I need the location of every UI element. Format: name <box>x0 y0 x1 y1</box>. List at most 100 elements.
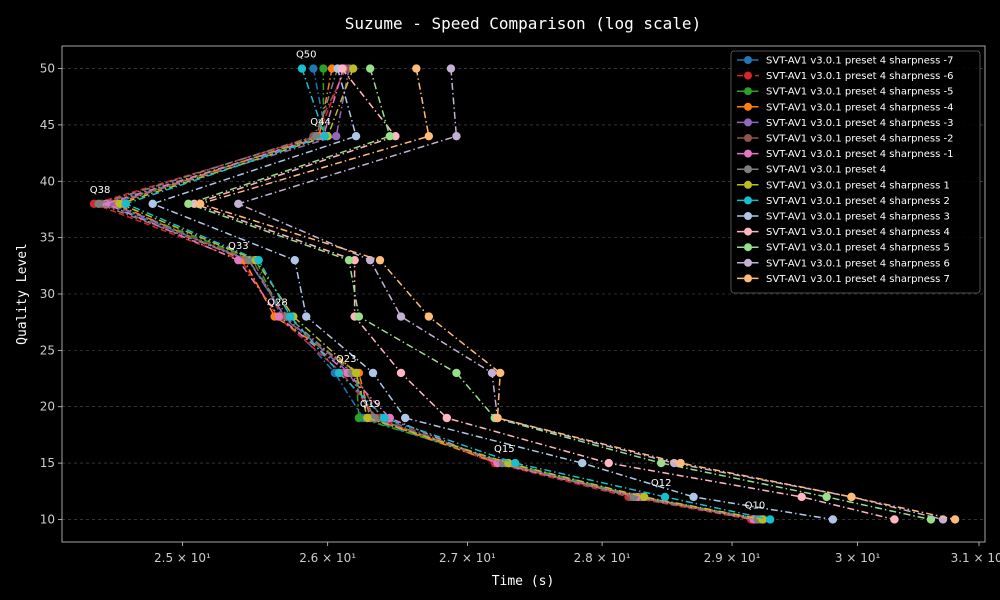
data-point <box>320 131 330 141</box>
quality-annotations: Q50 Q44 Q38 Q33 Q28 Q23 Q19 Q15 Q12 Q10 <box>90 50 766 512</box>
legend-label: SVT-AV1 v3.0.1 preset 4 sharpness -5 <box>766 87 953 98</box>
data-point <box>337 64 347 73</box>
data-point <box>354 413 364 423</box>
data-point <box>332 131 341 141</box>
data-point <box>365 255 375 265</box>
data-point <box>452 368 461 378</box>
series-line <box>236 68 944 521</box>
data-point <box>115 199 124 209</box>
data-point <box>847 492 856 502</box>
data-point <box>368 368 378 378</box>
data-point <box>496 368 505 378</box>
legend-label: SVT-AV1 v3.0.1 preset 4 sharpness -2 <box>766 134 953 145</box>
data-point <box>660 492 670 502</box>
data-point <box>400 413 410 423</box>
legend-marker <box>744 274 752 283</box>
data-point <box>351 131 361 141</box>
quality-annotation: Q33 <box>228 241 249 252</box>
data-point <box>274 312 284 321</box>
legend-label: SVT-AV1 v3.0.1 preset 4 sharpness -3 <box>766 118 953 129</box>
data-point <box>375 255 385 265</box>
data-point <box>351 368 361 378</box>
legend-entry: SVT-AV1 v3.0.1 preset 4 sharpness 2 <box>737 196 950 207</box>
y-tick-label: 30 <box>40 287 55 301</box>
legend-entry: SVT-AV1 v3.0.1 preset 4 sharpness -7 <box>737 56 953 67</box>
data-point <box>487 368 497 378</box>
data-point <box>286 312 295 321</box>
series-line <box>150 68 833 521</box>
legend-marker <box>744 212 752 220</box>
legend-label: SVT-AV1 v3.0.1 preset 4 sharpness -4 <box>766 102 953 113</box>
y-tick-label: 10 <box>40 512 55 526</box>
y-tick-label: 35 <box>40 231 55 245</box>
quality-annotation: Q23 <box>336 354 357 365</box>
data-point <box>446 64 456 73</box>
y-tick-label: 50 <box>40 62 55 76</box>
series-11 <box>148 64 838 524</box>
legend-entry: SVT-AV1 v3.0.1 preset 4 sharpness 7 <box>737 274 950 285</box>
data-point <box>234 255 243 265</box>
data-point <box>578 458 587 468</box>
legend-label: SVT-AV1 v3.0.1 preset 4 sharpness 7 <box>766 274 950 285</box>
data-point <box>676 458 685 468</box>
y-axis-label: Quality Level <box>15 243 30 345</box>
series-line <box>191 68 895 521</box>
y-tick-label: 15 <box>40 456 55 470</box>
data-point <box>94 199 103 209</box>
quality-annotation: Q44 <box>310 117 331 128</box>
x-tick-label: 2.8 × 10¹ <box>574 551 631 565</box>
legend-entry: SVT-AV1 v3.0.1 preset 4 sharpness 6 <box>737 258 950 269</box>
series-line <box>103 68 754 521</box>
x-tick-label: 3.1 × 10¹ <box>951 551 1000 565</box>
data-point <box>442 413 452 423</box>
legend-marker <box>744 196 752 205</box>
data-point <box>244 255 253 265</box>
y-tick-label: 20 <box>40 400 55 414</box>
legend-entry: SVT-AV1 v3.0.1 preset 4 sharpness -3 <box>737 118 953 129</box>
data-point <box>950 515 960 524</box>
legend-marker <box>744 180 752 189</box>
data-point <box>363 413 372 423</box>
data-point <box>890 515 899 524</box>
legend-entry: SVT-AV1 v3.0.1 preset 4 sharpness -6 <box>737 71 953 82</box>
legend-entry: SVT-AV1 v3.0.1 preset 4 sharpness 3 <box>737 212 950 223</box>
data-point <box>334 368 344 378</box>
x-tick-label: 2.7 × 10¹ <box>439 551 496 565</box>
legend: SVT-AV1 v3.0.1 preset 4 sharpness -7 SVT-… <box>730 50 981 294</box>
series-15 <box>195 64 960 524</box>
x-tick-label: 2.9 × 10¹ <box>704 551 761 565</box>
data-point <box>424 131 434 141</box>
x-tick-label: 2.5 × 10¹ <box>154 551 211 565</box>
legend-marker <box>744 56 752 64</box>
data-point <box>765 515 775 524</box>
data-point <box>312 131 321 141</box>
data-point <box>309 64 318 73</box>
data-point <box>424 312 434 321</box>
quality-annotation: Q38 <box>90 185 111 196</box>
data-point <box>797 492 806 502</box>
data-point <box>319 64 328 73</box>
legend-label: SVT-AV1 v3.0.1 preset 4 sharpness -6 <box>766 71 953 82</box>
data-point <box>452 131 461 141</box>
x-axis-label: Time (s) <box>492 574 555 589</box>
data-point <box>396 312 406 321</box>
data-point <box>297 64 307 73</box>
legend-label: SVT-AV1 v3.0.1 preset 4 sharpness 3 <box>766 212 950 223</box>
y-tick-label: 40 <box>40 174 55 188</box>
data-point <box>639 492 649 502</box>
series-line <box>96 68 758 521</box>
y-tick-label: 45 <box>40 118 55 132</box>
legend-marker <box>744 258 752 267</box>
legend-entry: SVT-AV1 v3.0.1 preset 4 sharpness -2 <box>737 134 953 145</box>
data-point <box>510 458 520 468</box>
legend-marker <box>744 87 752 96</box>
legend-label: SVT-AV1 v3.0.1 preset 4 sharpness 1 <box>766 180 950 191</box>
legend-marker <box>744 227 752 236</box>
y-tick-label: 25 <box>40 343 55 357</box>
legend-marker <box>744 102 752 111</box>
legend-label: SVT-AV1 v3.0.1 preset 4 sharpness -1 <box>766 149 953 160</box>
legend-marker <box>744 71 752 80</box>
data-point <box>828 515 838 524</box>
legend-label: SVT-AV1 v3.0.1 preset 4 sharpness -7 <box>766 56 953 67</box>
legend-marker <box>744 165 752 174</box>
